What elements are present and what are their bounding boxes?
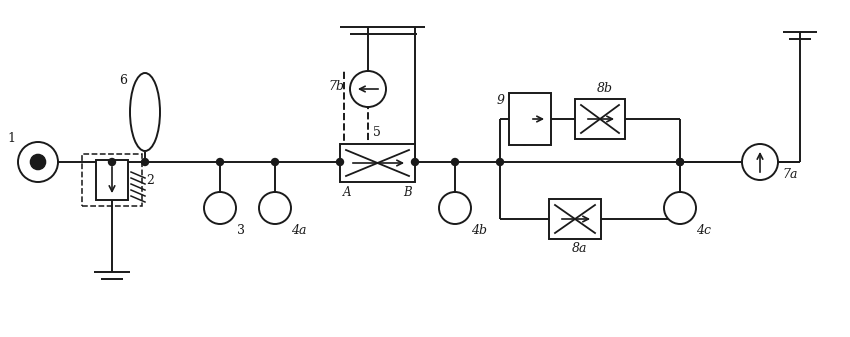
Bar	[509, 93, 551, 145]
Circle shape	[451, 158, 458, 165]
Circle shape	[439, 192, 471, 224]
Circle shape	[31, 154, 46, 170]
Circle shape	[337, 158, 343, 165]
Circle shape	[141, 158, 149, 165]
Text: 7a: 7a	[782, 167, 798, 181]
Circle shape	[204, 192, 236, 224]
Text: 8b: 8b	[597, 83, 613, 95]
Text: 4c: 4c	[696, 223, 711, 237]
Text: 4a: 4a	[292, 223, 307, 237]
Circle shape	[350, 71, 386, 107]
Text: 1: 1	[7, 132, 15, 146]
Circle shape	[677, 158, 683, 165]
Circle shape	[18, 142, 58, 182]
Text: 8a: 8a	[572, 243, 587, 255]
Text: 2: 2	[146, 174, 154, 186]
Text: 5: 5	[373, 125, 381, 139]
Text: 3: 3	[237, 223, 245, 237]
Text: 6: 6	[119, 73, 127, 87]
Circle shape	[217, 158, 224, 165]
Text: 4b: 4b	[471, 223, 487, 237]
Circle shape	[677, 158, 683, 165]
Bar	[575, 99, 625, 139]
Text: 7b: 7b	[328, 81, 344, 93]
Bar	[340, 144, 415, 182]
Circle shape	[411, 158, 418, 165]
Circle shape	[259, 192, 291, 224]
Bar	[96, 160, 128, 200]
Text: B: B	[404, 185, 412, 198]
Circle shape	[742, 144, 778, 180]
Text: 9: 9	[497, 94, 505, 108]
Text: A: A	[343, 185, 352, 198]
Bar	[82, 154, 142, 206]
Circle shape	[496, 158, 503, 165]
Circle shape	[109, 158, 116, 165]
Bar	[549, 199, 601, 239]
Circle shape	[271, 158, 279, 165]
Circle shape	[664, 192, 696, 224]
Ellipse shape	[130, 73, 160, 151]
